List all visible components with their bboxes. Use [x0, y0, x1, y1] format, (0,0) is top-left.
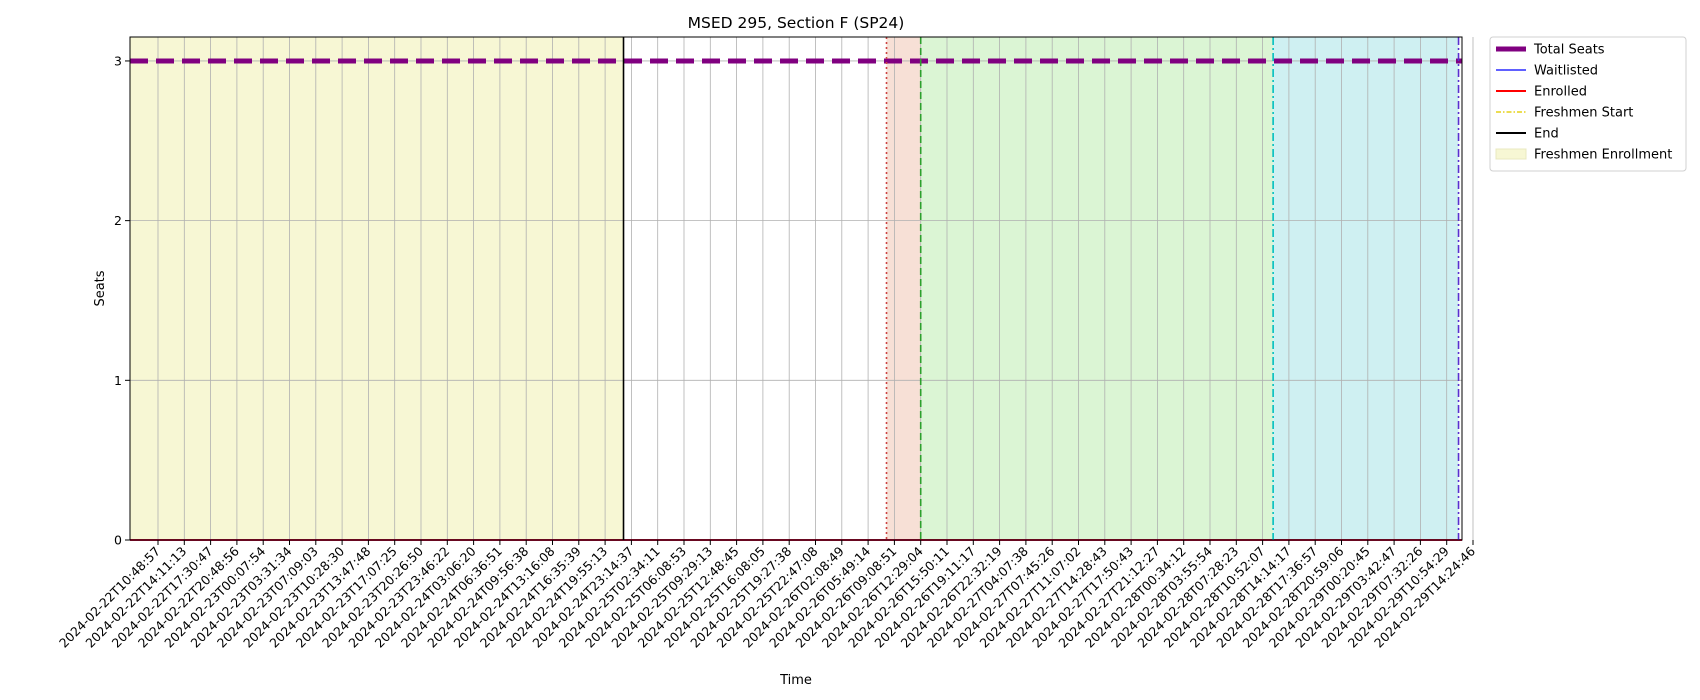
legend: Total Seats Waitlisted Enrolled Freshmen St…	[1489, 36, 1687, 172]
plot-frame	[129, 36, 1463, 541]
shaded-region-3	[1273, 37, 1459, 540]
legend-entry-label: Freshmen Start	[1534, 106, 1633, 121]
legend-entry-label: Waitlisted	[1534, 64, 1598, 79]
y-tick-label: 3	[114, 53, 122, 68]
y-tick-label: 1	[114, 373, 122, 388]
legend-entry-label: Enrolled	[1534, 85, 1587, 100]
y-axis-label: Seats	[93, 270, 108, 306]
legend-entry-label: Freshmen Enrollment	[1534, 148, 1672, 163]
legend-entry-label: End	[1534, 127, 1559, 142]
chart-title: MSED 295, Section F (SP24)	[688, 14, 905, 32]
legend-entry-label: Total Seats	[1533, 43, 1605, 58]
x-axis-label: Time	[779, 673, 812, 688]
y-tick-label: 0	[114, 533, 122, 548]
y-tick-label: 2	[114, 213, 122, 228]
legend-box	[1489, 36, 1687, 172]
legend-swatch	[1495, 148, 1527, 160]
shaded-region-0	[130, 37, 624, 540]
shaded-region-1	[886, 37, 921, 540]
shaded-region-2	[920, 37, 1274, 540]
